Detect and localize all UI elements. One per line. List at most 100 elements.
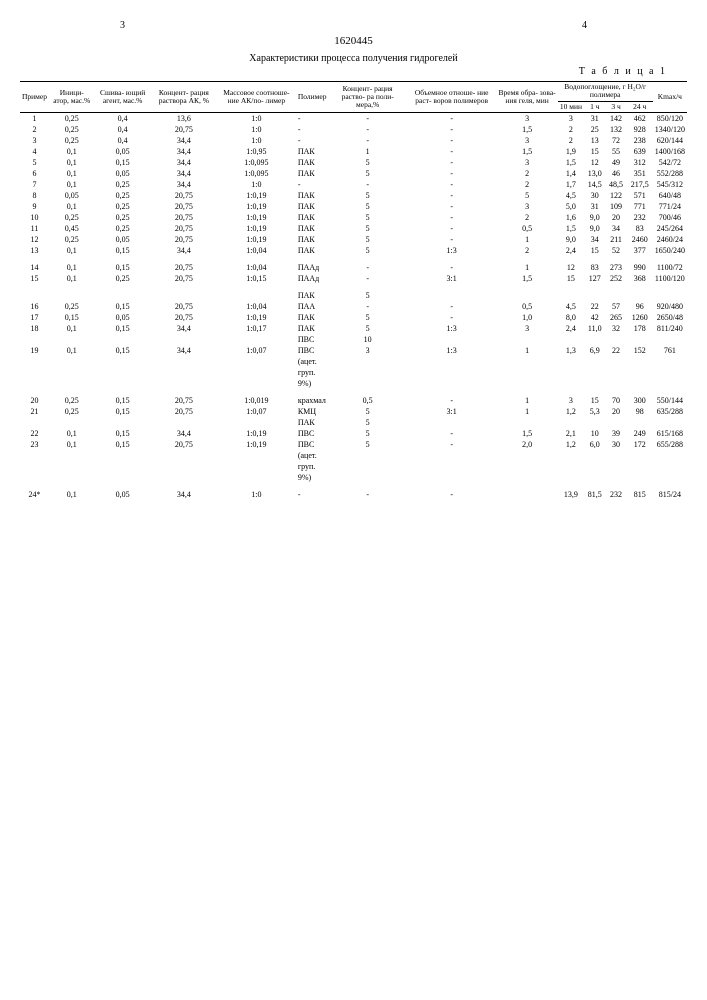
table-cell: 34,4 (151, 135, 217, 146)
table-cell: 0,25 (49, 212, 94, 223)
table-cell: 12 (584, 157, 605, 168)
table-cell: - (407, 135, 497, 146)
table-cell: 127 (584, 273, 605, 284)
table-cell: 15 (20, 273, 49, 284)
table-label: Т а б л и ц а 1 (20, 66, 687, 77)
table-cell (605, 334, 626, 345)
table-cell: 273 (605, 262, 626, 273)
table-cell (217, 334, 296, 345)
table-cell: 5 (328, 168, 406, 179)
table-cell: - (407, 301, 497, 312)
table-cell: 920/480 (653, 301, 687, 312)
table-cell: 3 (558, 395, 584, 406)
table-cell (94, 356, 150, 367)
table-cell (653, 290, 687, 301)
table-cell: 0,5 (497, 301, 558, 312)
table-cell: 0,1 (49, 428, 94, 439)
table-cell: 1,5 (497, 273, 558, 284)
table-cell (497, 378, 558, 389)
table-cell: 571 (627, 190, 653, 201)
table-row: (ацет. (20, 356, 687, 367)
table-cell: 2,4 (558, 323, 584, 334)
table-cell: - (328, 489, 406, 500)
table-cell: ПАК (296, 312, 329, 323)
table-row: 120,250,0520,751:0,19ПАК5-19,03421124602… (20, 234, 687, 245)
table-cell: 0,15 (94, 323, 150, 334)
table-cell (94, 417, 150, 428)
table-cell: 10 (584, 428, 605, 439)
table-cell (94, 378, 150, 389)
table-cell: - (328, 262, 406, 273)
table-cell: 1:0,15 (217, 273, 296, 284)
table-cell: 34,4 (151, 157, 217, 168)
table-row: 140,10,1520,751:0,04ПААд--11283273990110… (20, 262, 687, 273)
table-cell: 1:0,19 (217, 439, 296, 450)
table-cell (49, 378, 94, 389)
table-row: 220,10,1534,41:0,19ПВС5-1,52,11039249615… (20, 428, 687, 439)
table-cell: 990 (627, 262, 653, 273)
table-cell: 1:0,17 (217, 323, 296, 334)
table-row: 190,10,1534,41:0,07ПВС31:311,36,92215276… (20, 345, 687, 356)
table-cell: 17 (20, 312, 49, 323)
table-cell: 1,0 (497, 312, 558, 323)
table-cell: 0,25 (49, 112, 94, 124)
table-cell: 1,5 (558, 157, 584, 168)
table-cell: 2 (497, 168, 558, 179)
table-cell: 21 (20, 406, 49, 417)
table-cell: 5 (328, 234, 406, 245)
table-cell (49, 461, 94, 472)
table-cell: 3 (497, 323, 558, 334)
table-cell: 34,4 (151, 179, 217, 190)
table-cell: 24* (20, 489, 49, 500)
table-cell: 0,15 (94, 262, 150, 273)
table-cell: 0,05 (94, 312, 150, 323)
table-row: 40,10,0534,41:0,95ПАК1-1,51,915556391400… (20, 146, 687, 157)
table-cell: 351 (627, 168, 653, 179)
table-cell: 0,1 (49, 179, 94, 190)
table-cell: ПАК (296, 417, 329, 428)
table-cell: 1:0 (217, 112, 296, 124)
table-cell (627, 450, 653, 461)
table-cell: 48,5 (605, 179, 626, 190)
table-cell: 5 (328, 157, 406, 168)
table-cell: 0,25 (94, 223, 150, 234)
table-cell: - (407, 168, 497, 179)
table-cell (407, 378, 497, 389)
table-cell: 1 (497, 234, 558, 245)
table-cell (558, 461, 584, 472)
col-poly-conc: Концент- рация раство- ра поли- мера,% (328, 82, 406, 113)
table-cell: 22 (584, 301, 605, 312)
table-cell: 1:0,19 (217, 234, 296, 245)
table-cell: КМЦ (296, 406, 329, 417)
table-cell (584, 461, 605, 472)
table-cell: 10 (20, 212, 49, 223)
table-cell (20, 290, 49, 301)
table-row: 150,10,2520,751:0,15ПААд-3:11,5151272523… (20, 273, 687, 284)
table-cell: 23 (20, 439, 49, 450)
table-cell: 1:3 (407, 245, 497, 256)
table-cell: 12 (20, 234, 49, 245)
table-cell: 0,15 (49, 312, 94, 323)
table-row: 130,10,1534,41:0,04ПАК51:322,41552377165… (20, 245, 687, 256)
table-cell: 232 (605, 489, 626, 500)
table-cell: ПВС (296, 334, 329, 345)
table-cell (627, 461, 653, 472)
table-cell (407, 450, 497, 461)
table-cell: 3 (497, 157, 558, 168)
table-cell (217, 290, 296, 301)
table-cell: - (296, 124, 329, 135)
table-cell: 0,1 (49, 345, 94, 356)
table-cell: 5 (328, 417, 406, 428)
table-row: 180,10,1534,41:0,17ПАК51:332,411,0321788… (20, 323, 687, 334)
table-cell (217, 450, 296, 461)
table-cell: 52 (605, 245, 626, 256)
table-cell: 0,15 (94, 439, 150, 450)
table-cell: 3 (497, 112, 558, 124)
table-cell (217, 472, 296, 483)
table-cell: 9,0 (584, 212, 605, 223)
table-cell (653, 417, 687, 428)
table-cell: 4,5 (558, 301, 584, 312)
table-cell: - (407, 395, 497, 406)
table-cell: 34 (584, 234, 605, 245)
table-cell (49, 450, 94, 461)
